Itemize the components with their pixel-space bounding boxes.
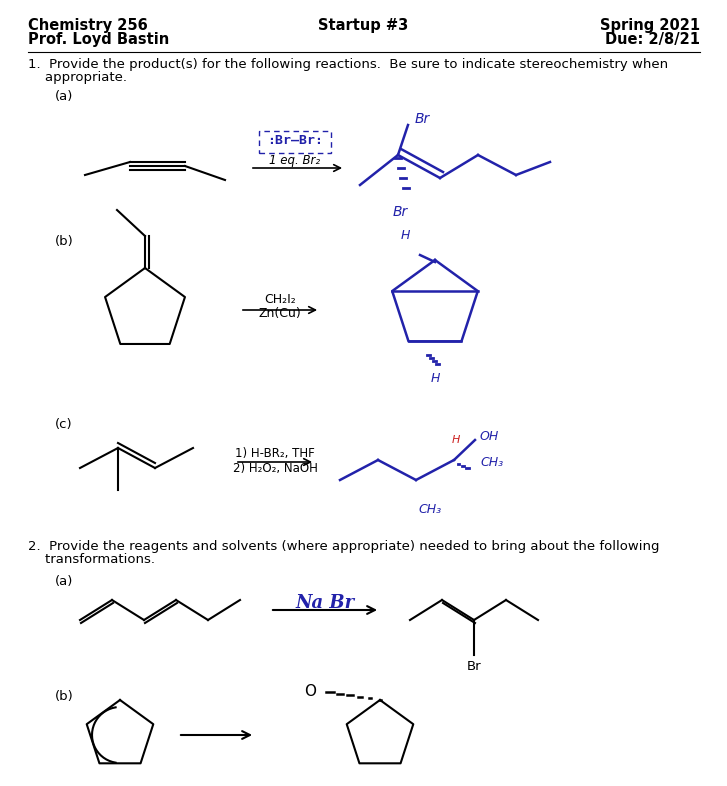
Text: Spring 2021: Spring 2021 — [600, 18, 700, 33]
Text: :Br–Br:: :Br–Br: — [267, 134, 323, 147]
Text: Na Br: Na Br — [295, 594, 355, 612]
Text: transformations.: transformations. — [28, 553, 155, 566]
Text: Prof. Loyd Bastin: Prof. Loyd Bastin — [28, 32, 169, 47]
Text: (a): (a) — [55, 90, 73, 103]
Text: H: H — [451, 435, 460, 445]
Text: Due: 2/8/21: Due: 2/8/21 — [605, 32, 700, 47]
Text: CH₂I₂: CH₂I₂ — [264, 293, 296, 306]
Text: OH: OH — [480, 430, 499, 443]
Text: Zn(Cu): Zn(Cu) — [259, 307, 302, 320]
Text: appropriate.: appropriate. — [28, 71, 127, 84]
Text: 1.  Provide the product(s) for the following reactions.  Be sure to indicate ste: 1. Provide the product(s) for the follow… — [28, 58, 668, 71]
Text: 2) H₂O₂, NaOH: 2) H₂O₂, NaOH — [233, 462, 318, 475]
Text: (b): (b) — [55, 235, 73, 248]
Text: H: H — [430, 372, 440, 385]
Text: (c): (c) — [55, 418, 73, 431]
Text: 2.  Provide the reagents and solvents (where appropriate) needed to bring about : 2. Provide the reagents and solvents (wh… — [28, 540, 659, 553]
Text: (a): (a) — [55, 575, 73, 588]
Text: Chemistry 256: Chemistry 256 — [28, 18, 148, 33]
Text: Br: Br — [393, 205, 408, 219]
Text: CH₃: CH₃ — [480, 456, 503, 468]
Text: H: H — [401, 229, 410, 242]
Text: (b): (b) — [55, 690, 73, 703]
Text: Br: Br — [415, 112, 430, 126]
Text: 1 eq. Br₂: 1 eq. Br₂ — [270, 154, 321, 167]
Text: Startup #3: Startup #3 — [318, 18, 408, 33]
Text: CH₃: CH₃ — [419, 503, 441, 516]
Text: 1) H-BR₂, THF: 1) H-BR₂, THF — [235, 447, 315, 460]
Text: Br: Br — [467, 660, 481, 673]
Text: O: O — [304, 685, 316, 700]
